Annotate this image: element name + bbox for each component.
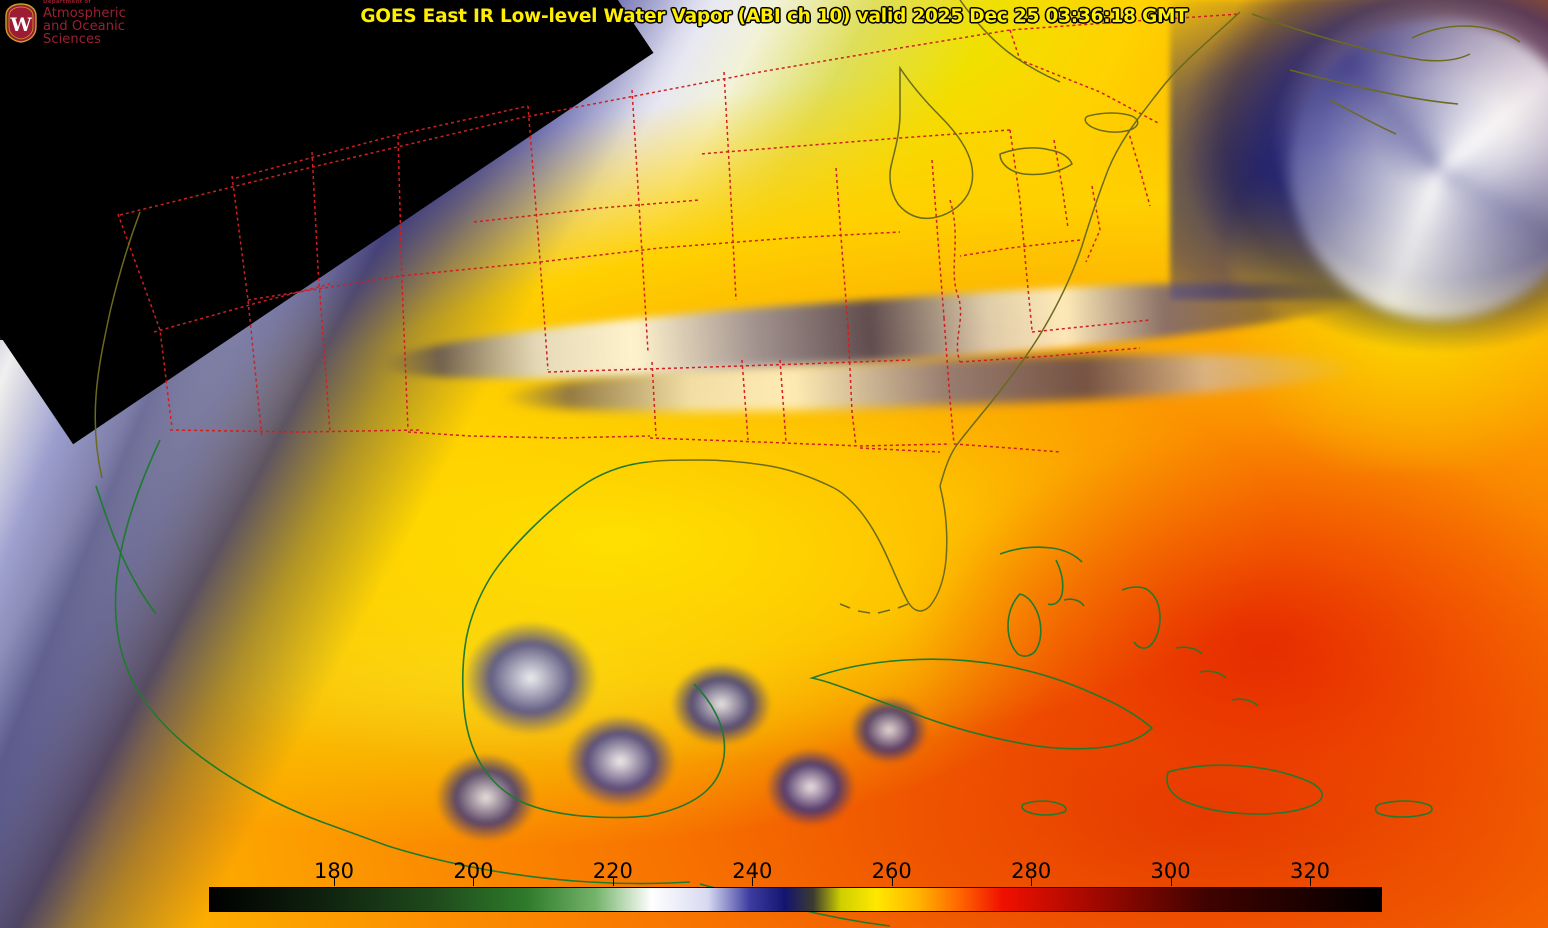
- coastline-pacific-nw: [94, 211, 141, 479]
- logo-text-block: Department of Atmospheric and Oceanic Sc…: [43, 0, 158, 46]
- image-title: GOES East IR Low-level Water Vapor (ABI …: [360, 6, 1188, 27]
- us-canada-border-east: [1009, 29, 1161, 125]
- state-border-plains-5: [539, 231, 901, 263]
- state-border-west-4: [153, 283, 331, 333]
- state-border-south-8: [953, 443, 1061, 453]
- coastline-central-america: [699, 883, 891, 927]
- state-border-east-3: [959, 347, 1141, 363]
- logo-name-line-2: and Oceanic Sciences: [43, 18, 126, 47]
- raster-convective-cells: [430, 600, 990, 860]
- coastline-florida-keys: [839, 603, 909, 614]
- coastline-canada-maritimes: [1251, 13, 1521, 135]
- coastline-cuba: [809, 658, 1154, 750]
- coastline-florida: [833, 485, 948, 612]
- state-border-south-4: [779, 359, 787, 443]
- state-border-plains-9: [835, 167, 849, 327]
- coastline-gulf-east: [647, 459, 835, 489]
- coastline-hudson-bay: [959, 0, 1061, 83]
- state-border-south-7: [943, 317, 955, 445]
- state-border-south-5: [847, 325, 857, 447]
- raster-northeast-swirl: [1290, 20, 1548, 320]
- state-border-west-3: [311, 151, 331, 433]
- coastline-us-east: [939, 11, 1241, 487]
- state-border-west-1: [117, 213, 173, 429]
- state-border-west-7: [247, 261, 541, 301]
- logo-name-line-1: Atmospheric: [43, 5, 126, 21]
- state-border-south-1: [407, 431, 651, 439]
- svg-text:W: W: [9, 14, 32, 36]
- state-border-mississippi: [949, 199, 962, 363]
- state-border-west-5: [169, 429, 421, 433]
- coastline-jamaica: [1021, 800, 1067, 816]
- coastline-mexico-baja: [95, 485, 157, 615]
- state-border-west-6: [235, 105, 529, 179]
- coastline-great-lakes: [889, 65, 974, 220]
- coastline-gulf-west: [461, 461, 649, 819]
- state-border-east-2: [1031, 319, 1151, 333]
- state-border-east-7: [1053, 139, 1069, 229]
- state-border-plains-3: [723, 71, 737, 301]
- state-border-south-6: [649, 437, 951, 447]
- state-border-east-6: [1127, 129, 1151, 207]
- state-border-east-4: [959, 239, 1081, 257]
- state-border-plains-8: [699, 129, 1011, 155]
- state-border-west-2: [231, 175, 263, 439]
- state-border-plains-1: [527, 105, 549, 371]
- state-border-plains-2: [631, 89, 649, 353]
- state-border-florida: [859, 447, 941, 453]
- state-border-plains-6: [547, 359, 911, 373]
- coastline-yucatan: [647, 683, 726, 817]
- state-border-plains-10: [931, 159, 945, 319]
- state-border-south-2: [651, 361, 657, 437]
- uw-aos-logo: W Department of Atmospheric and Oceanic …: [0, 0, 158, 46]
- us-canada-border: [119, 13, 1241, 216]
- state-border-plains-4: [397, 135, 409, 431]
- coastline-mexico-west: [114, 439, 389, 847]
- logo-department-line: Department of: [43, 0, 91, 6]
- coastline-hispaniola: [1166, 764, 1323, 815]
- state-border-south-3: [741, 359, 749, 441]
- state-border-east-1: [1009, 129, 1033, 331]
- state-border-plains-7: [473, 199, 701, 223]
- coastline-mexico-south: [387, 845, 691, 885]
- state-border-east-5: [1085, 185, 1101, 263]
- coastline-puerto-rico: [1374, 800, 1433, 818]
- uw-crest-icon: W: [5, 3, 37, 43]
- coastline-lake-erie-ontario: [999, 112, 1139, 176]
- coastline-bahamas: [999, 546, 1259, 707]
